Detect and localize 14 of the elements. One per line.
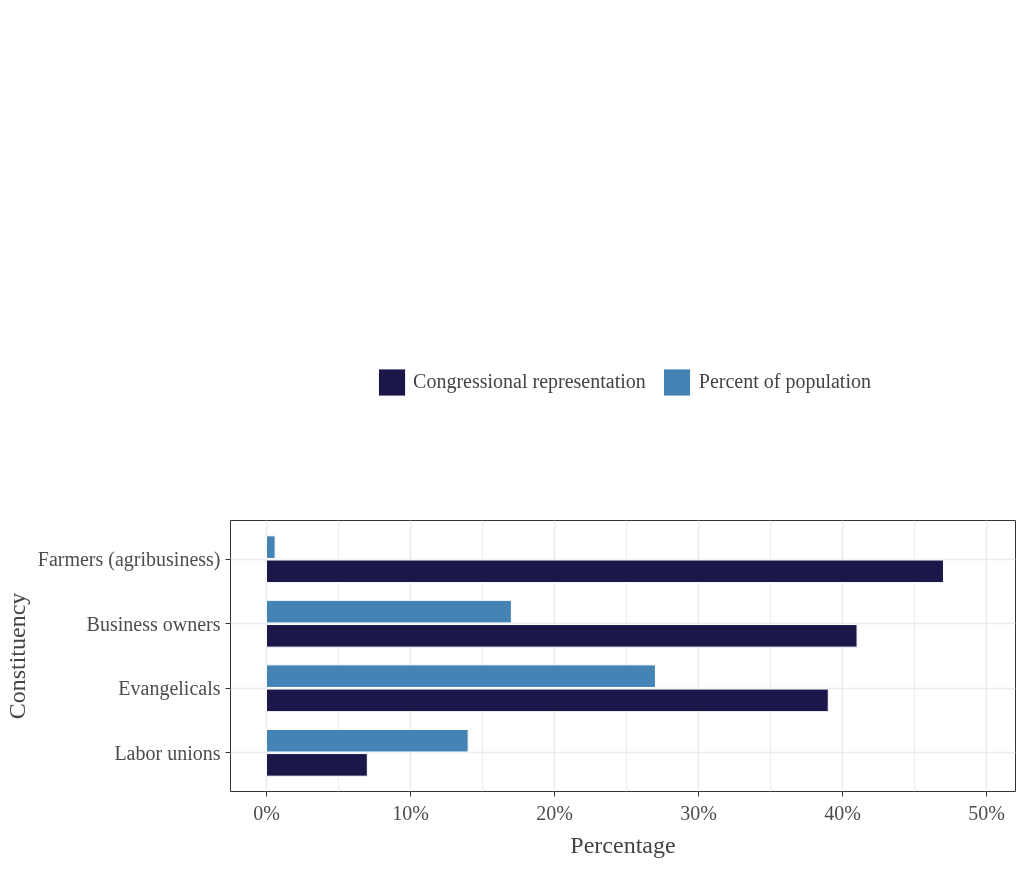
x-tick-label: 10% — [392, 801, 429, 824]
x-axis-title: Percentage — [570, 831, 676, 858]
x-tick-label: 50% — [968, 801, 1006, 824]
y-tick-label: Business owners — [86, 612, 221, 635]
legend-label: Congressional representation — [413, 370, 646, 393]
x-tick-label: 30% — [680, 801, 717, 824]
x-tick-label: 40% — [824, 801, 861, 824]
y-tick-label: Farmers (agribusiness) — [37, 548, 221, 572]
legend-label: Percent of population — [698, 370, 871, 393]
y-tick-label: Labor unions — [114, 741, 221, 764]
x-tick-label: 20% — [536, 801, 573, 824]
y-axis-title: Constituency — [3, 592, 30, 720]
x-tick-label: 0% — [253, 801, 280, 824]
y-tick-label: Evangelicals — [118, 677, 221, 701]
